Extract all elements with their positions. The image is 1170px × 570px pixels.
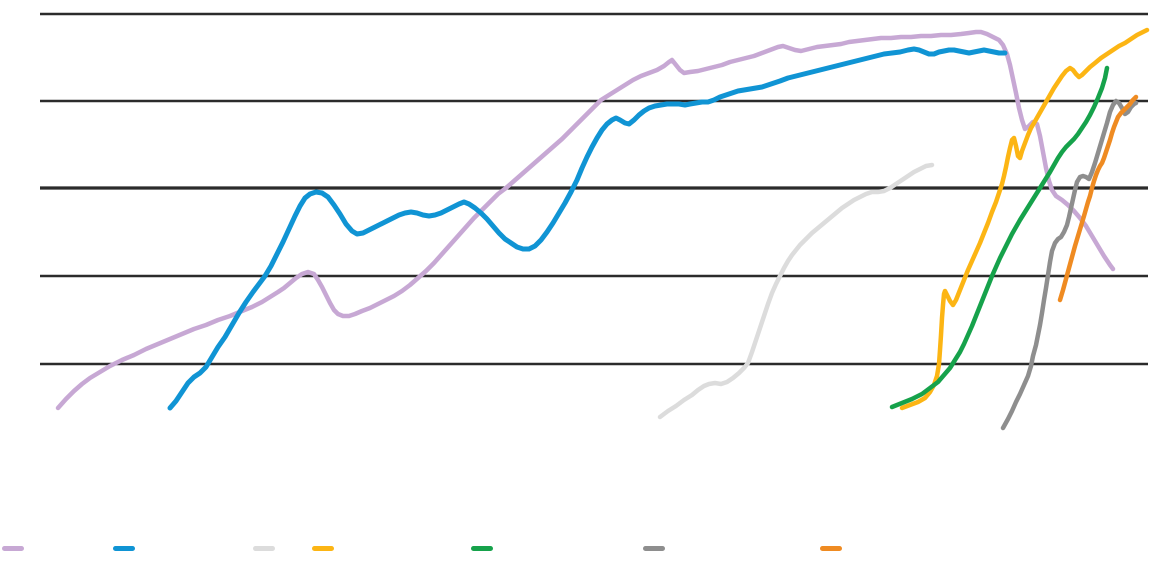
series-line-gray bbox=[1000, 98, 1139, 431]
series-line-yellow bbox=[899, 27, 1150, 411]
series-line-light-gray bbox=[657, 162, 935, 420]
series-line-orange bbox=[1057, 94, 1139, 303]
series-line-blue bbox=[167, 46, 1008, 411]
series-line-lavender bbox=[55, 29, 1116, 411]
series-line-green bbox=[889, 65, 1110, 410]
